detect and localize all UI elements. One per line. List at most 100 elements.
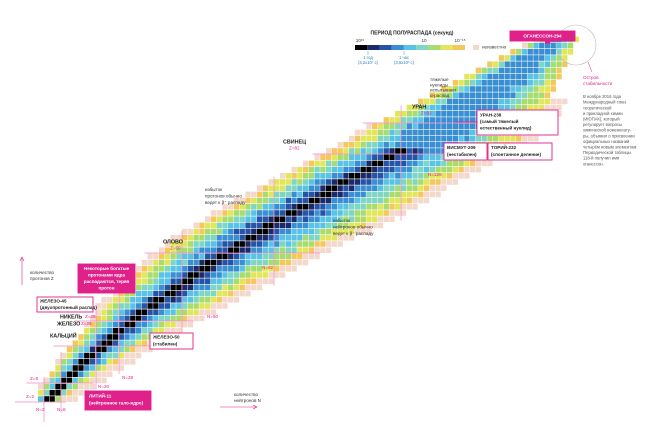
- nuclide-cell: [141, 284, 147, 291]
- nuclide-cell: [274, 266, 280, 272]
- nuclide-cell: [418, 173, 424, 179]
- nuclide-cell: [176, 241, 182, 247]
- nuclide-cell: [423, 104, 430, 111]
- nuclide-cell: [130, 309, 136, 315]
- nuclide-cell: [216, 210, 222, 216]
- nuclide-cell: [435, 123, 441, 129]
- nuclide-cell: [101, 365, 107, 371]
- nuclide-cell: [481, 86, 487, 92]
- nuclide-cell: [349, 228, 355, 235]
- nuclide-cell: [452, 123, 459, 129]
- nuclide-cell: [43, 390, 50, 396]
- nuclide-cell: [446, 111, 453, 117]
- nuclide-cell: [279, 228, 286, 235]
- nuclide-cell: [78, 340, 84, 346]
- nuclide-cell: [199, 228, 205, 235]
- legend-unknown-swatch: [473, 45, 479, 50]
- nuclide-cell: [406, 123, 412, 129]
- nuclide-cell: [233, 197, 240, 204]
- nuclide-cell: [233, 290, 240, 297]
- nuclide-cell: [285, 173, 291, 179]
- nuclide-cell: [418, 154, 424, 160]
- nuclide-cell: [326, 179, 332, 185]
- nuclide-cell: [239, 197, 245, 204]
- nuclide-cell: [279, 259, 286, 266]
- nuclide-cell: [354, 228, 361, 235]
- nuclide-cell: [153, 290, 159, 297]
- nuclide-cell: [233, 253, 240, 260]
- nuclide-cell: [458, 98, 464, 105]
- nuclide-cell: [533, 73, 539, 80]
- nuclide-cell: [135, 328, 142, 334]
- nuclide-cell: [199, 222, 205, 229]
- nuclide-cell: [285, 197, 291, 204]
- nuclide-cell: [406, 142, 412, 148]
- nuclide-cell: [544, 67, 551, 74]
- nuclide-cell: [141, 309, 147, 315]
- nuclide-cell: [164, 272, 171, 278]
- nuclide-cell: [228, 204, 234, 210]
- nuclide-cell: [130, 315, 136, 322]
- nuclide-cell: [418, 129, 424, 136]
- nuclide-cell: [84, 334, 90, 340]
- nuclide-cell: [251, 247, 257, 253]
- nuclide-cell: [107, 328, 113, 334]
- nuclide-cell: [539, 55, 545, 61]
- nuclide-cell: [343, 235, 349, 241]
- label: N=50: [207, 314, 219, 319]
- nuclide-cell: [302, 179, 309, 185]
- label: протонами ядра: [88, 273, 125, 278]
- nuclide-cell: [475, 135, 482, 142]
- nuclide-cell: [49, 377, 55, 384]
- nuclide-cell: [222, 235, 228, 241]
- callout-box: [77, 263, 136, 294]
- label: (двухпротонный распад): [40, 304, 97, 310]
- nuclide-cell: [550, 73, 556, 80]
- nuclide-cell: [112, 303, 119, 309]
- nuclide-cell: [337, 185, 343, 191]
- nuclide-cell: [470, 92, 476, 98]
- nuclide-cell: [228, 278, 234, 284]
- nuclide-cell: [481, 104, 487, 111]
- nuclide-cell: [101, 377, 107, 384]
- nuclide-cell: [245, 290, 251, 297]
- nuclide-cell: [199, 266, 205, 272]
- nuclide-cell: [147, 328, 153, 334]
- nuclide-cell: [84, 371, 90, 377]
- nuclide-cell: [493, 98, 499, 105]
- label: ОЛОВО: [163, 239, 183, 245]
- nuclide-cell: [314, 216, 320, 222]
- nuclide-cell: [556, 61, 562, 67]
- nuclide-cell: [527, 67, 533, 74]
- nuclide-cell: [205, 216, 211, 222]
- label: 10⁻¹⁵: [455, 38, 466, 43]
- nuclide-cell: [176, 278, 182, 284]
- nuclide-cell: [193, 222, 199, 229]
- nuclide-cell: [521, 73, 528, 80]
- nuclide-cell: [130, 297, 136, 303]
- nuclide-cell: [395, 191, 401, 198]
- nuclide-cell: [452, 98, 459, 105]
- nuclide-cell: [446, 98, 453, 105]
- nuclide-cell: [239, 266, 245, 272]
- nuclide-cell: [124, 359, 130, 365]
- nuclide-cell: [314, 222, 320, 229]
- nuclide-cell: [383, 166, 389, 173]
- nuclide-cell: [377, 222, 384, 229]
- nuclide-cell: [544, 73, 551, 80]
- nuclide-cell: [182, 228, 188, 235]
- nuclide-cell: [205, 253, 211, 260]
- nuclide-cell: [406, 166, 412, 173]
- nuclide-cell: [216, 247, 222, 253]
- nuclide-cell: [423, 179, 430, 185]
- nuclide-cell: [274, 216, 280, 222]
- nuclide-cell: [475, 98, 482, 105]
- nuclide-cell: [395, 160, 401, 167]
- nuclide-cell: [366, 185, 372, 191]
- nuclide-cell: [510, 86, 516, 92]
- nuclide-cell: [251, 278, 257, 284]
- nuclide-cell: [124, 303, 130, 309]
- nuclide-cell: [251, 266, 257, 272]
- nuclide-cell: [337, 235, 343, 241]
- nuclide-cell: [487, 80, 493, 86]
